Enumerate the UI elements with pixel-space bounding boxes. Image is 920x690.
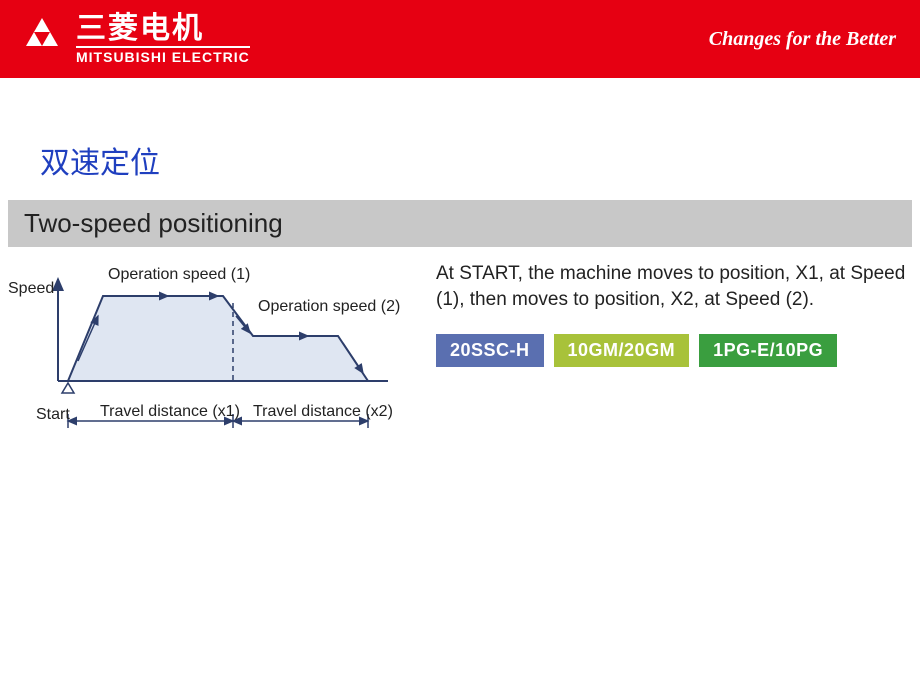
- page-title: 双速定位: [0, 138, 920, 182]
- description-text: At START, the machine moves to position,…: [436, 261, 912, 312]
- svg-text:Operation speed (1): Operation speed (1): [108, 266, 250, 283]
- svg-text:Operation speed (2): Operation speed (2): [258, 298, 400, 315]
- section-body: Speed Operation speed (1) Operation speed …: [8, 261, 912, 456]
- tagline: Changes for the Better: [709, 28, 896, 51]
- svg-text:Speed: Speed: [8, 280, 54, 297]
- brand-cn: 三菱电机: [76, 13, 250, 45]
- speed-diagram: Speed Operation speed (1) Operation speed …: [8, 261, 418, 451]
- svg-text:Start: Start: [36, 406, 70, 423]
- svg-text:Travel distance (x2): Travel distance (x2): [253, 403, 393, 420]
- product-badges: 20SSC-H 10GM/20GM 1PG-E/10PG: [436, 334, 912, 367]
- badge-1pg-e-10pg: 1PG-E/10PG: [699, 334, 837, 367]
- svg-text:Travel distance (x1): Travel distance (x1): [100, 403, 240, 420]
- badge-10gm-20gm: 10GM/20GM: [554, 334, 690, 367]
- mitsubishi-logo-icon: [18, 18, 66, 60]
- brand-en: MITSUBISHI ELECTRIC: [76, 46, 250, 65]
- brand-header: 三菱电机 MITSUBISHI ELECTRIC Changes for the…: [0, 0, 920, 78]
- section-bar: Two-speed positioning: [8, 200, 912, 247]
- brand-block: 三菱电机 MITSUBISHI ELECTRIC: [18, 13, 250, 65]
- badge-20ssc-h: 20SSC-H: [436, 334, 544, 367]
- content-area: 双速定位 Two-speed positioning Speed Operatio…: [0, 78, 920, 456]
- diagram-panel: Speed Operation speed (1) Operation speed …: [8, 261, 418, 456]
- brand-text: 三菱电机 MITSUBISHI ELECTRIC: [76, 13, 250, 65]
- text-panel: At START, the machine moves to position,…: [418, 261, 912, 456]
